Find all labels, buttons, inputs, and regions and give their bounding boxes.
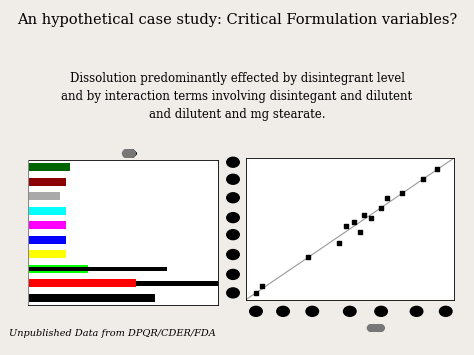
- Point: [304, 255, 312, 260]
- Text: Unpublished Data from DPQR/CDER/FDA: Unpublished Data from DPQR/CDER/FDA: [9, 329, 216, 338]
- Ellipse shape: [227, 250, 239, 260]
- Point: [356, 229, 364, 235]
- Bar: [28, 279, 136, 288]
- Bar: [28, 221, 66, 229]
- Point: [336, 240, 343, 246]
- Point: [419, 176, 427, 182]
- Ellipse shape: [227, 230, 239, 240]
- Bar: [28, 250, 66, 258]
- Text: An hypothetical case study: Critical Formulation variables?: An hypothetical case study: Critical For…: [17, 13, 457, 27]
- Ellipse shape: [306, 306, 319, 316]
- Point: [258, 283, 266, 289]
- Ellipse shape: [277, 306, 289, 316]
- Ellipse shape: [367, 323, 384, 333]
- Ellipse shape: [375, 306, 387, 316]
- Bar: [28, 192, 60, 200]
- Bar: [28, 178, 66, 186]
- Ellipse shape: [227, 157, 239, 167]
- Point: [434, 166, 441, 172]
- Bar: [28, 163, 70, 171]
- Ellipse shape: [344, 306, 356, 316]
- Point: [377, 205, 385, 211]
- Ellipse shape: [227, 269, 239, 279]
- Point: [367, 215, 374, 220]
- Bar: [28, 294, 155, 302]
- Ellipse shape: [227, 174, 239, 184]
- Ellipse shape: [410, 306, 423, 316]
- Point: [361, 212, 368, 218]
- Ellipse shape: [227, 213, 239, 223]
- Point: [342, 223, 349, 229]
- Point: [398, 191, 406, 196]
- Point: [383, 195, 391, 201]
- Text: Dissolution predominantly effected by disintegrant level
and by interaction term: Dissolution predominantly effected by di…: [62, 72, 412, 121]
- Point: [350, 219, 358, 225]
- Ellipse shape: [227, 193, 239, 203]
- Point: [252, 290, 260, 296]
- Ellipse shape: [122, 149, 136, 158]
- Bar: [28, 267, 167, 271]
- Bar: [136, 281, 231, 286]
- Ellipse shape: [250, 306, 262, 316]
- Ellipse shape: [227, 288, 239, 298]
- FancyArrow shape: [130, 149, 137, 158]
- Ellipse shape: [439, 306, 452, 316]
- Bar: [28, 207, 66, 215]
- Bar: [28, 236, 66, 244]
- Bar: [28, 265, 89, 273]
